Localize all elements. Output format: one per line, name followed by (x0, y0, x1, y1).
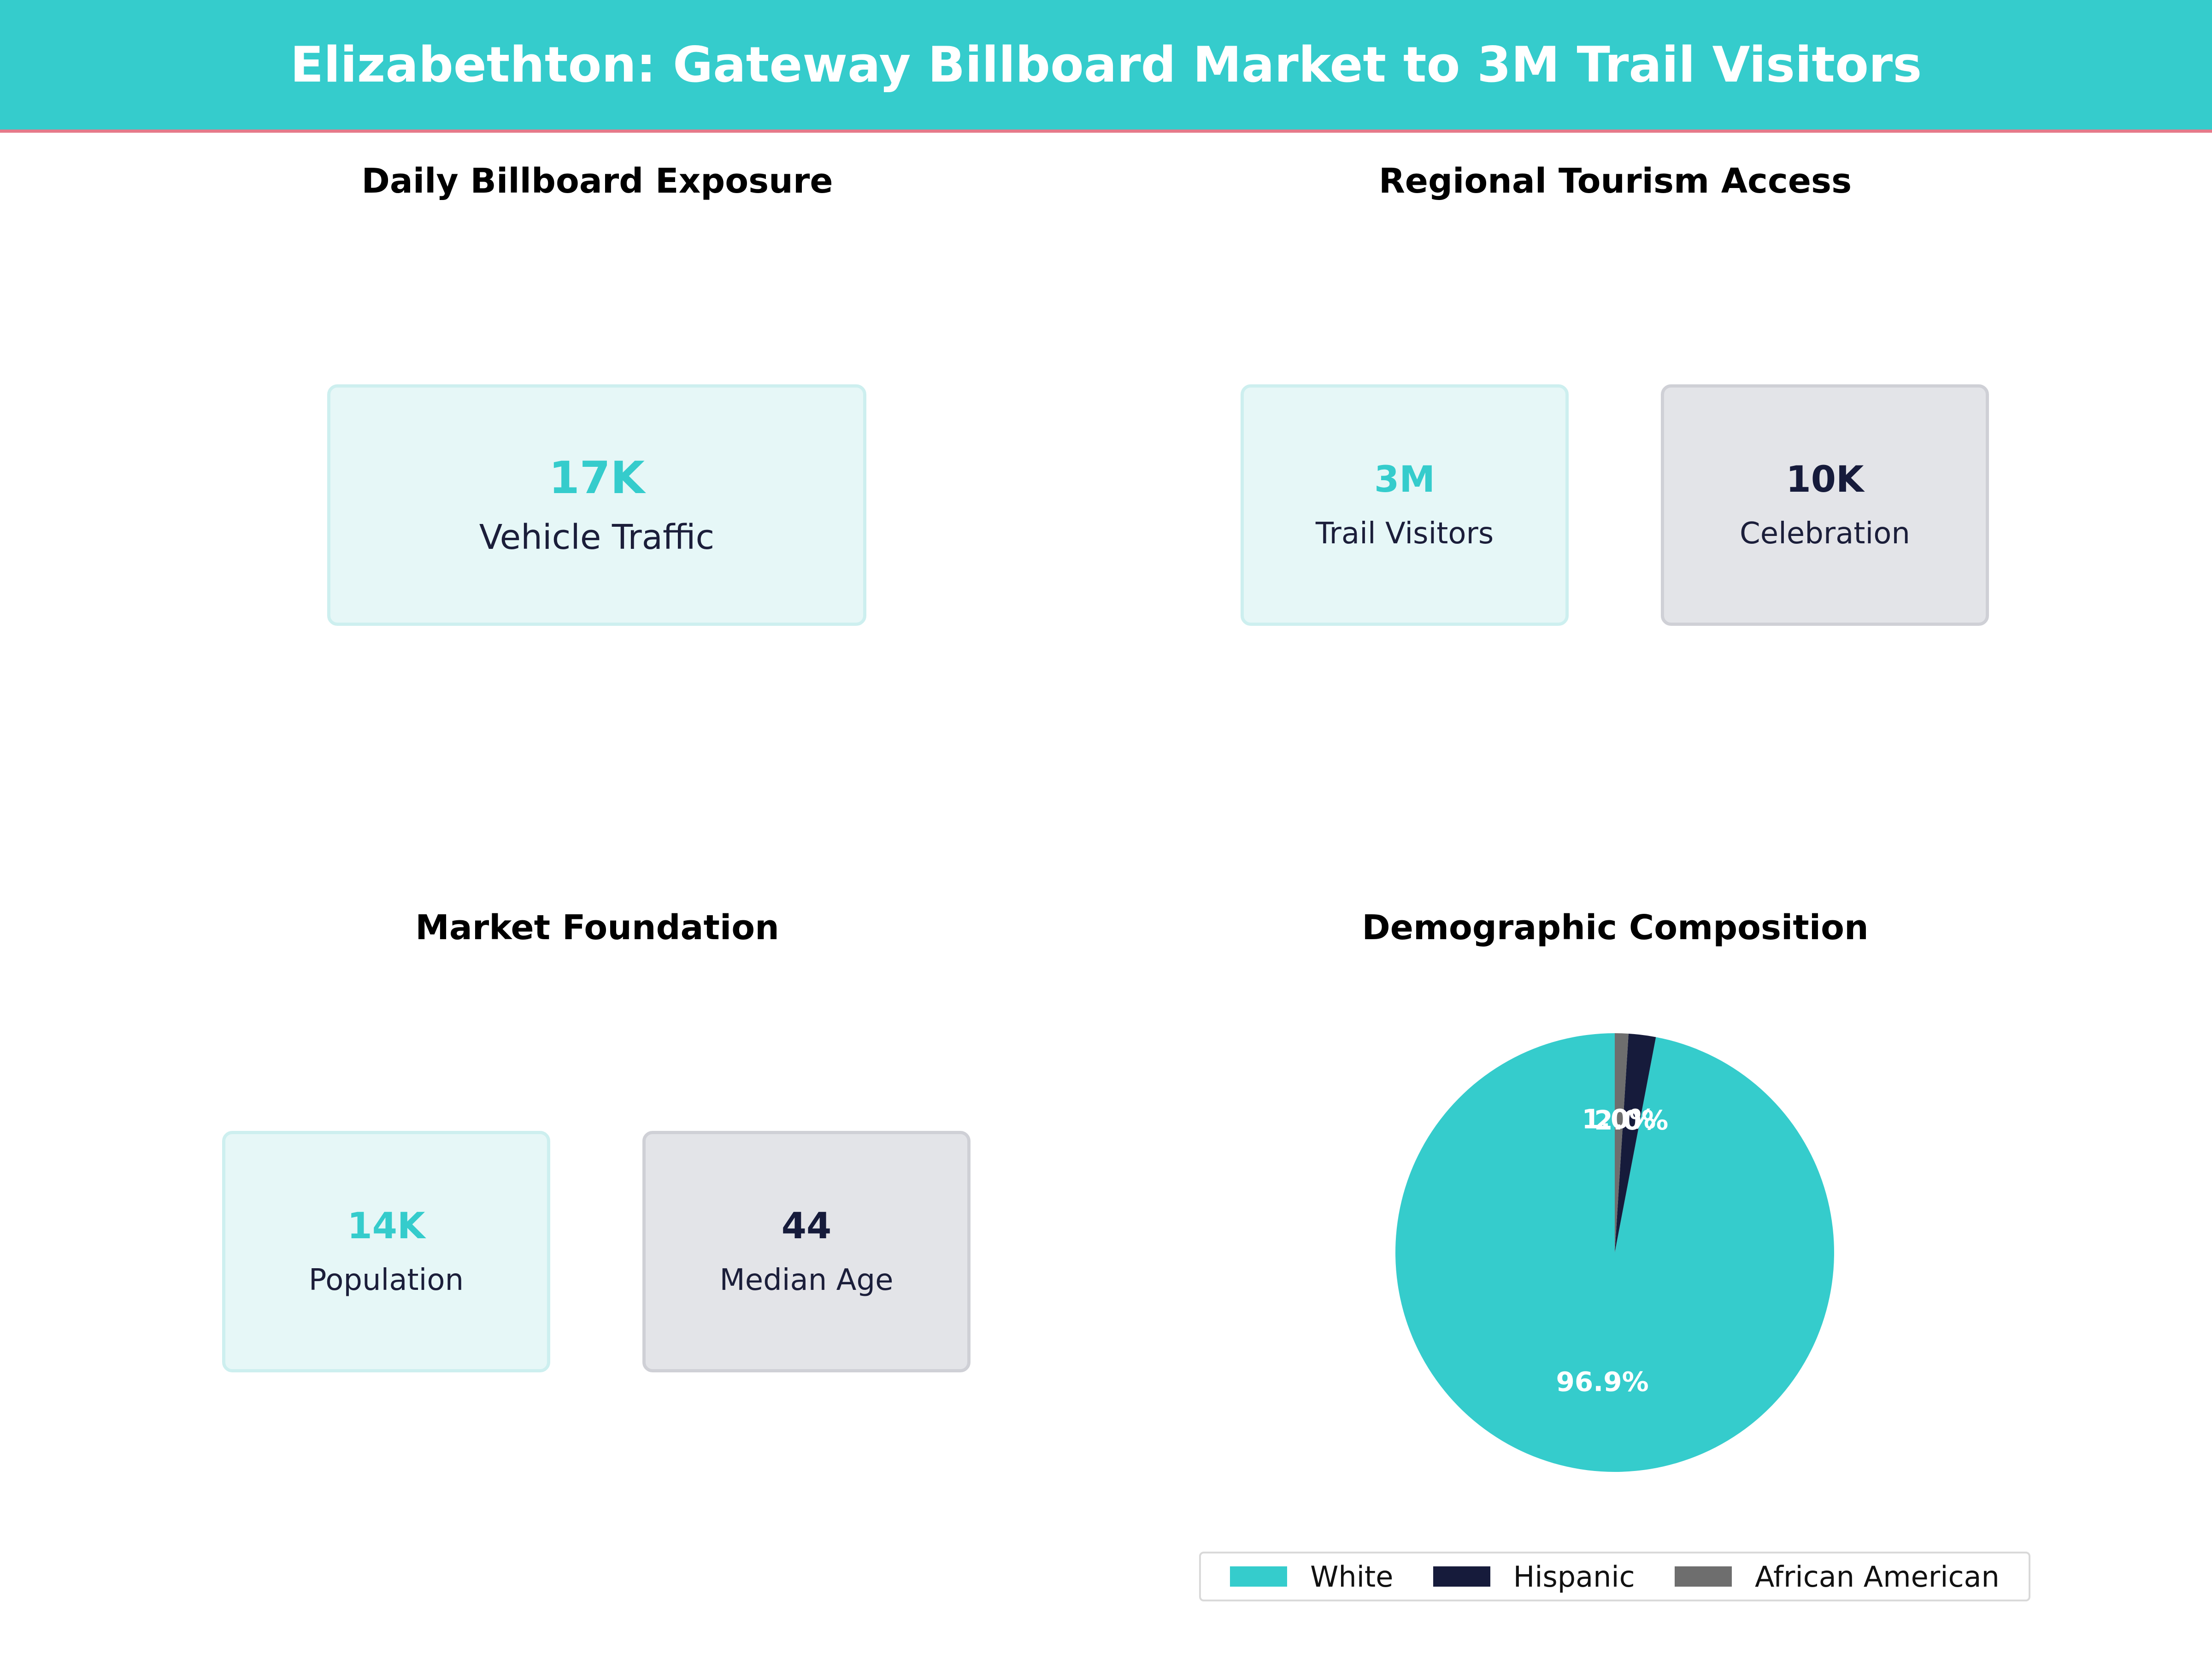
card-label: Median Age (719, 1263, 894, 1297)
card-value: 44 (781, 1206, 832, 1247)
legend-swatch (1674, 1566, 1732, 1587)
pie-legend: White Hispanic African American (1199, 1552, 2030, 1601)
card-label: Celebration (1740, 517, 1910, 551)
page-title: Elizabethton: Gateway Billboard Market t… (290, 36, 1922, 93)
pie-data-label-white: 96.9% (1556, 1366, 1648, 1397)
pie-data-label-african-american: 1.0% (1582, 1104, 1656, 1135)
panel-title-tourism: Regional Tourism Access (1378, 161, 1852, 201)
legend-item-african-american: African American (1674, 1559, 2000, 1594)
card-median-age: 44 Median Age (642, 1131, 971, 1372)
legend-item-white: White (1230, 1560, 1393, 1594)
pie-slice-hispanic (1615, 1033, 1656, 1253)
panel-title-exposure: Daily Billboard Exposure (361, 161, 833, 201)
card-trail-visitors: 3M Trail Visitors (1241, 384, 1569, 626)
card-vehicle-traffic: 17K Vehicle Traffic (327, 384, 866, 626)
card-population: 14K Population (222, 1131, 550, 1372)
header-banner: Elizabethton: Gateway Billboard Market t… (0, 0, 2212, 133)
legend-item-hispanic: Hispanic (1433, 1560, 1635, 1594)
card-value: 10K (1786, 459, 1864, 500)
panel-title-foundation: Market Foundation (415, 908, 779, 947)
card-value: 17K (549, 452, 645, 504)
card-value: 14K (347, 1206, 425, 1247)
pie-slice-white (1395, 1033, 1835, 1472)
card-value: 3M (1374, 459, 1435, 500)
panel-title-demographics: Demographic Composition (1362, 908, 1869, 947)
legend-swatch (1230, 1566, 1288, 1587)
card-celebration: 10K Celebration (1661, 384, 1989, 626)
card-label: Trail Visitors (1315, 517, 1494, 551)
pie-slice-african-american (1615, 1033, 1629, 1253)
legend-label: Hispanic (1513, 1559, 1635, 1594)
card-label: Vehicle Traffic (479, 518, 715, 557)
legend-swatch (1433, 1566, 1490, 1587)
legend-label: African American (1754, 1559, 2000, 1594)
card-label: Population (308, 1263, 464, 1297)
pie-data-label-hispanic: 2.0% (1594, 1105, 1668, 1136)
legend-label: White (1310, 1559, 1394, 1594)
